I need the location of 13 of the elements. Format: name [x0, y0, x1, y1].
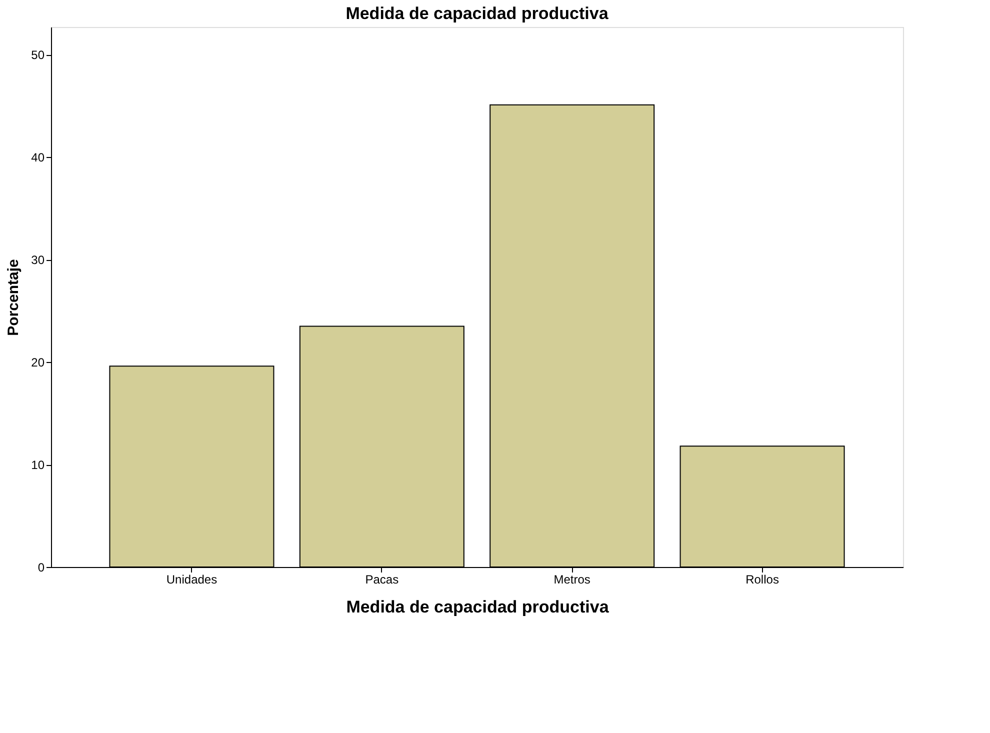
- chart-title: Medida de capacidad productiva: [346, 4, 609, 23]
- x-axis-title: Medida de capacidad productiva: [346, 598, 610, 616]
- y-tick-label: 20: [31, 356, 45, 370]
- x-tick-label: Unidades: [166, 572, 218, 586]
- y-tick-label: 30: [31, 253, 45, 268]
- y-tick-label: 40: [31, 150, 45, 165]
- y-tick-label: 10: [31, 458, 45, 472]
- y-tick-label: 0: [38, 560, 45, 574]
- x-tick-label: Pacas: [365, 572, 399, 586]
- x-tick-label: Rollos: [746, 572, 779, 586]
- y-axis-title: Porcentaje: [5, 259, 22, 336]
- x-tick-label: Metros: [554, 572, 590, 586]
- y-tick-label: 50: [31, 48, 45, 62]
